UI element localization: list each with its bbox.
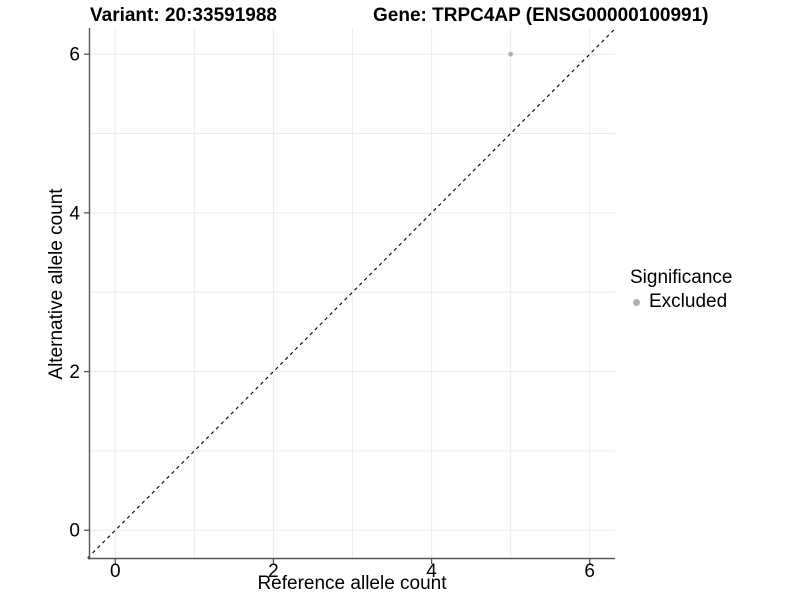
x-tick-label: 0 <box>110 561 121 582</box>
identity-line <box>87 28 616 559</box>
excluded-point-icon <box>633 298 640 306</box>
legend-item-excluded: Excluded <box>630 290 732 314</box>
x-axis-title: Reference allele count <box>257 573 447 594</box>
data-point <box>508 51 514 57</box>
legend: Significance Excluded <box>630 266 732 314</box>
plot-title-gene: Gene: TRPC4AP (ENSG00000100991) <box>373 5 709 26</box>
y-tick-label: 2 <box>69 362 80 383</box>
x-tick-label: 6 <box>584 561 595 582</box>
x-tick-label: 4 <box>426 561 437 582</box>
y-tick-label: 0 <box>69 521 80 542</box>
x-tick-label: 2 <box>268 561 279 582</box>
y-tick-label: 4 <box>69 203 80 224</box>
legend-item-label: Excluded <box>649 291 728 312</box>
legend-title: Significance <box>630 267 733 288</box>
y-tick-label: 6 <box>69 45 80 66</box>
y-axis-title: Alternative allele count <box>46 188 67 380</box>
plot-title-variant: Variant: 20:33591988 <box>90 5 277 26</box>
